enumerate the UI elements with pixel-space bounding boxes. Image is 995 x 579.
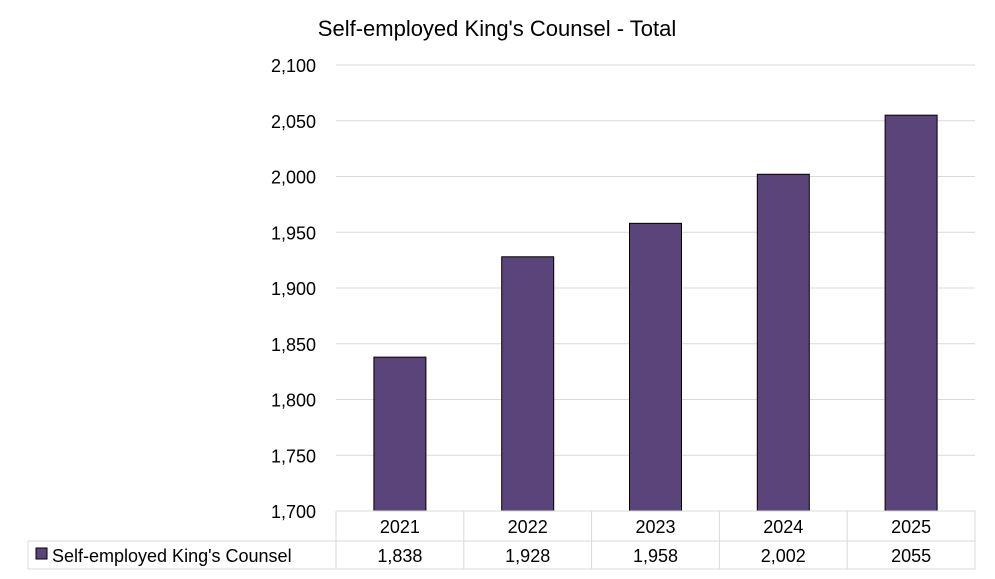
y-tick-label: 2,050 (271, 112, 316, 132)
bar (629, 222, 682, 512)
legend-label: Self-employed King's Counsel (52, 546, 292, 566)
data-label: 2055 (891, 546, 931, 566)
bar (373, 356, 427, 512)
y-tick-label: 1,700 (271, 502, 316, 522)
y-tick-label: 1,900 (271, 279, 316, 299)
y-tick-label: 2,000 (271, 168, 316, 188)
y-tick-label: 1,950 (271, 223, 316, 243)
chart-title: Self-employed King's Counsel - Total (318, 16, 676, 41)
data-table: 2021 1,838 2022 1,928 2023 1,958 2024 2,002 2025… (27, 510, 976, 570)
data-label: 2,002 (761, 546, 806, 566)
x-tick-label: 2023 (635, 517, 675, 537)
bars (373, 114, 938, 512)
y-tick-label: 1,850 (271, 335, 316, 355)
bar (756, 173, 810, 512)
data-label: 1,928 (505, 546, 550, 566)
x-tick-label: 2022 (508, 517, 548, 537)
data-label: 1,838 (377, 546, 422, 566)
data-label: 1,958 (633, 546, 678, 566)
x-tick-label: 2021 (380, 517, 420, 537)
y-tick-label: 1,800 (271, 391, 316, 411)
bar (884, 114, 938, 512)
y-tick-label: 1,750 (271, 446, 316, 466)
bar (501, 256, 555, 512)
x-tick-label: 2024 (763, 517, 803, 537)
y-axis-ticks: 1,700 1,750 1,800 1,850 1,900 1,950 2,000 2,050… (271, 56, 316, 522)
x-tick-label: 2025 (891, 517, 931, 537)
y-tick-label: 2,100 (271, 56, 316, 76)
legend-swatch (35, 547, 48, 560)
